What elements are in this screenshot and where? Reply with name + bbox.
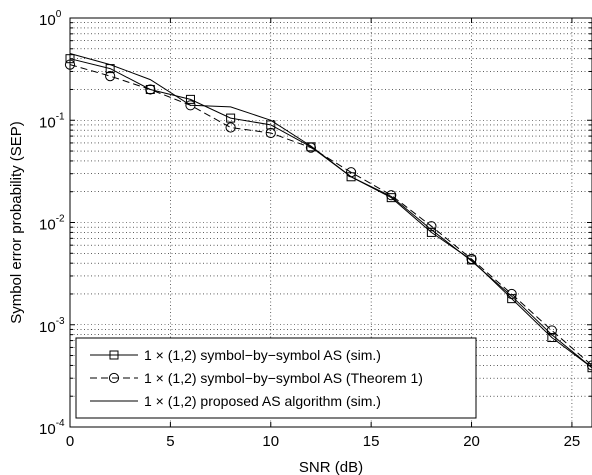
series-line-3 — [69, 53, 592, 369]
series-line-2 — [69, 64, 592, 366]
legend-entry-1: 1 × (1,2) symbol−by−symbol AS (sim.) — [144, 347, 381, 363]
grid-lines — [70, 18, 592, 427]
data-point-circle — [265, 127, 276, 139]
y-tick-label: 10-2 — [39, 214, 65, 234]
y-tick-label: 100 — [39, 9, 62, 29]
data-point-circle — [586, 360, 592, 371]
data-point-circle — [105, 71, 116, 82]
series-lines — [64, 53, 592, 373]
legend-marker-square — [109, 350, 119, 360]
legend-box — [75, 337, 477, 419]
x-tick-label: 25 — [564, 433, 581, 450]
data-point-circle — [386, 190, 397, 201]
x-tick-label: 5 — [166, 433, 174, 450]
data-point-square — [145, 84, 155, 94]
y-tick-label: 10-1 — [39, 111, 65, 131]
y-tick-label: 10-4 — [39, 418, 65, 438]
y-tick-label: 10-3 — [39, 316, 65, 336]
data-point-circle — [305, 142, 317, 153]
data-point-square — [185, 94, 195, 104]
series-3 — [69, 53, 592, 369]
legend-entry-2: 1 × (1,2) symbol−by−symbol AS (Theorem 1… — [144, 370, 423, 386]
x-tick-label: 20 — [463, 433, 480, 450]
data-point-square — [226, 113, 236, 123]
data-point-circle — [225, 122, 236, 133]
x-tick-label: 10 — [262, 433, 279, 450]
data-point-circle — [466, 253, 477, 265]
x-tick-labels: 0 5 10 15 20 25 — [66, 433, 580, 450]
x-tick-label: 0 — [66, 433, 74, 450]
y-axis-label: Symbol error probability (SEP) — [8, 121, 25, 324]
y-tick-labels: 100 10-1 10-2 10-3 10-4 — [39, 9, 65, 438]
data-point-circle — [145, 84, 156, 95]
data-point-square — [266, 120, 276, 130]
legend-entry-3: 1 × (1,2) proposed AS algorithm (sim.) — [144, 393, 381, 409]
data-point-circle — [506, 288, 517, 300]
legend-marker-circle — [108, 372, 120, 384]
x-tick-label: 15 — [363, 433, 380, 450]
legend: 1 × (1,2) symbol−by−symbol AS (sim.) 1 × … — [75, 337, 477, 419]
x-axis-label: SNR (dB) — [299, 459, 363, 475]
